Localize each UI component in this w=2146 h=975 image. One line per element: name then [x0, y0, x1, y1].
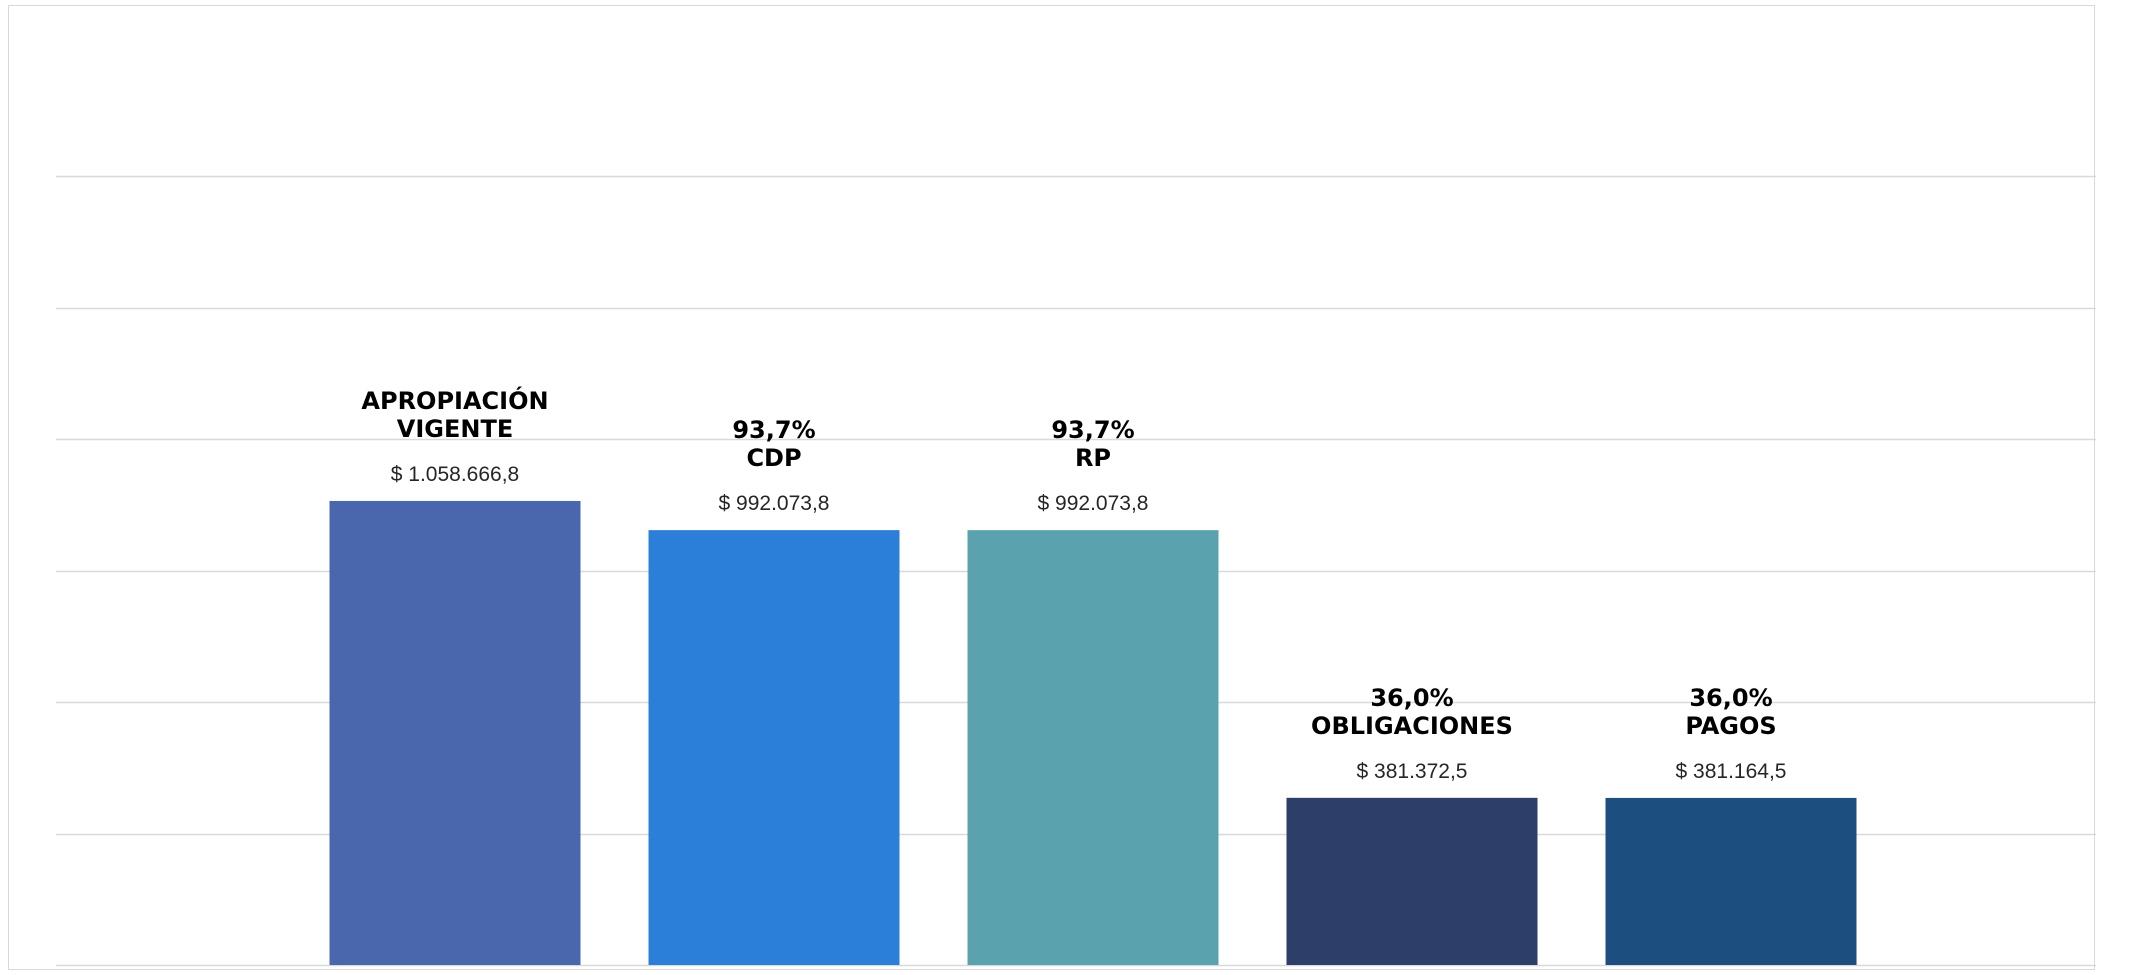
bar-4 — [1286, 797, 1538, 965]
value-label: $ 992.073,8 — [1038, 492, 1149, 515]
chart-frame: $ 1.058.666,8 APROPIACIÓN VIGENTE $ 992.073… — [8, 5, 2096, 970]
category-label: PAGOS — [1685, 712, 1776, 740]
category-label: RP — [1075, 444, 1111, 472]
category-label: APROPIACIÓN — [361, 385, 548, 415]
category-label: VIGENTE — [397, 415, 513, 443]
value-label: $ 1.058.666,8 — [391, 463, 519, 486]
bar-2 — [648, 530, 900, 965]
value-label: $ 381.164,5 — [1676, 760, 1787, 783]
category-label: 36,0% — [1689, 684, 1772, 712]
value-label: $ 992.073,8 — [719, 492, 830, 515]
category-label: CDP — [746, 444, 801, 472]
value-label: $ 381.372,5 — [1357, 760, 1468, 783]
bar-3 — [967, 530, 1219, 965]
category-label: OBLIGACIONES — [1311, 712, 1513, 740]
category-label: 93,7% — [1051, 416, 1134, 444]
bar-5 — [1605, 797, 1857, 965]
bars — [329, 500, 1857, 965]
bar-1 — [329, 500, 581, 965]
category-label: 36,0% — [1370, 684, 1453, 712]
category-label: 93,7% — [732, 416, 815, 444]
